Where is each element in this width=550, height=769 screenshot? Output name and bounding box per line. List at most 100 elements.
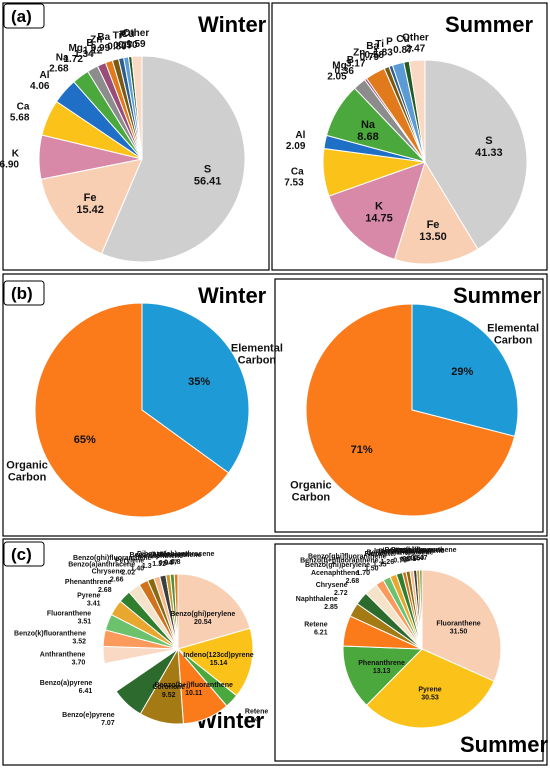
pie-c-summer (342, 569, 502, 729)
slice-label-anthracene: Anthracene 0.65 (394, 547, 433, 562)
panel-c-summer-inner-frame (274, 543, 544, 762)
slice-fe (393, 160, 479, 265)
panel-a-letter-box (3, 3, 45, 29)
slice-label-ba: Ba 0.99 (91, 32, 111, 54)
panel-c-letter-box (3, 541, 45, 567)
slice-label-na: Na 2.68 (49, 52, 69, 74)
slice-phenanthrene (342, 645, 424, 706)
slice-label-b: B 0.36 (335, 55, 355, 77)
slice-label-ca: Ca 7.53 (284, 167, 304, 189)
slice-label-p: P 1.83 (373, 36, 393, 58)
slice-s (100, 55, 246, 263)
slice-label-benzo-a-pyrene: Benzo(a)pyrene 0.60 (391, 547, 444, 562)
slice-label-k: K 6.90 (0, 149, 20, 171)
slice-benzo-ghi-perylene (177, 573, 251, 650)
slice-label-benzo-k-fluoranthene: Benzo(k)fluoranthene 3.52 (14, 630, 86, 645)
panel-a-letter: (a) (11, 7, 32, 26)
panel-b-letter-box (3, 280, 45, 306)
pct-label-organic-carbon: 65% (74, 434, 96, 446)
slice-label-indeno-123cd-pyrene: Indeno(123cd)pyrene 15.14 (183, 652, 254, 667)
slice-label-benzo-ghi-fluoranthene: Benzo[ghi]fluoranthene 1.35 (308, 554, 387, 569)
pct-label-elemental-carbon: 29% (451, 366, 473, 378)
panel-a-winter-title: Winter (198, 12, 267, 37)
slice-label-ti: Ti 0.80 (107, 31, 127, 53)
slice-label-al: Al 2.09 (286, 130, 306, 152)
slice-label-phenanthrene: Phenanthrene 2.68 (65, 579, 112, 594)
pie-a-winter (38, 55, 246, 263)
slice-label-indeno-123cd-pyrene: Indeno(123cd)pyrene 0.71 (374, 548, 445, 563)
slice-organic-carbon (305, 303, 516, 517)
slice-label-other: Other 2.47 (402, 32, 429, 54)
slice-label-chrysene: Chrysene 2.72 (316, 582, 348, 597)
slice-label-s: S 41.33 (475, 135, 503, 159)
panel-b-summer-title: Summer (453, 283, 541, 308)
slice-other (131, 55, 143, 160)
slice-label-cu: Cu 0.50 (118, 29, 138, 51)
slice-label-perylene: Perylene 1.40 (115, 557, 144, 572)
slice-label-b: B 1.34 (74, 38, 94, 60)
slice-label-fluoranthene: Fluoranthene 31.50 (436, 620, 480, 635)
slice-label-zn: Zn 1.12 (83, 35, 103, 57)
slice-label-benzo-e-pyrene: Benzo(e)pyrene 7.07 (62, 712, 115, 727)
slice-label-pyrene: Pyrene 3.41 (77, 593, 100, 608)
slice-label-anthranthene: Anthranthene 3.70 (40, 652, 86, 667)
slice-label-cu: Cu 0.87 (393, 34, 413, 56)
slice-label-acenaphthene: Acenaphthene 1.31 (135, 553, 183, 568)
slice-pyrene (365, 648, 495, 729)
slice-label-fluorene: Fluorene 1.26 (365, 551, 395, 566)
slice-label-dibenzo-ah-anthracene: Dibenzo(ah)anthracene 0.8 (137, 551, 215, 566)
slice-k (328, 161, 426, 260)
slice-label-benzo-b-j-fluoranthene: Benzo(b+j)fluoranthene 1.50 (300, 557, 378, 572)
slice-label-benzo-a-anthracene: Benzo(a)anthracene 0.76 (367, 550, 434, 565)
pct-label-elemental-carbon: 35% (188, 376, 210, 388)
slice-label-benzo-e-pyrene: Benzo(e)pyrene 0.8 (378, 549, 431, 564)
slice-s (424, 59, 528, 250)
category-label-organic-carbon: Organic Carbon (6, 460, 48, 484)
slice-label-chrysene: Chrysene 2.66 (92, 569, 124, 584)
category-label-elemental-carbon: Elemental Carbon (487, 323, 539, 347)
panel-c-letter: (c) (11, 545, 32, 564)
panel-b-winter-title: Winter (198, 283, 267, 308)
slice-label-benzo-a-pyrene: Benzo(a)pyrene 6.41 (40, 680, 93, 695)
panel-a-summer-frame (271, 2, 548, 271)
slice-benzo-k-fluoranthene (419, 569, 423, 650)
slice-fluoranthene (421, 569, 502, 682)
slice-label-phenanthrene: Phenanthrene 13.13 (358, 660, 405, 675)
slice-label-na: Na 8.68 (357, 119, 378, 143)
slice-label-other: Other 1.59 (123, 28, 150, 50)
panel-b-letter: (b) (11, 284, 33, 303)
slice-label-benzo-k-fluoranthene: Benzo(k)fluoranthene 0.47 (385, 547, 457, 562)
slice-label-benzo-a-fluoranthene: Benzo(a)fluoranthene 0.94 (130, 552, 202, 567)
slice-elemental-carbon (141, 302, 250, 474)
slice-label-benzo-a-anthracene: Benzo(a)anthracene 2.02 (68, 562, 135, 577)
slice-label-k: K 14.75 (365, 201, 393, 225)
slice-label-benzo-ghi-fluoranthene: Benzo(ghi)fluoranthene 1.3 (73, 555, 152, 570)
slice-label-p: P 0.77 (113, 30, 133, 52)
slice-label-fluoranthene: Fluoranthene 3.51 (47, 611, 91, 626)
slice-label-pyrene: Pyrene 30.53 (418, 687, 441, 702)
pie-b-winter (34, 302, 250, 518)
panel-b-summer-inner-frame (274, 278, 544, 533)
slice-label-ca: Ca 5.68 (10, 102, 30, 124)
panel-b-frame (2, 273, 548, 537)
pie-c-winter (102, 573, 254, 725)
slice-label-naphthalene: Naphthalene 2.85 (296, 596, 338, 611)
slice-elemental-carbon (411, 303, 519, 437)
pie-a-summer (322, 59, 528, 265)
slice-label-coronene: Coronene 9.52 (152, 684, 185, 699)
slice-dibenzo-ah-anthracene (173, 573, 179, 650)
slice-label-s: S 56.41 (194, 163, 222, 187)
category-label-organic-carbon: Organic Carbon (290, 480, 332, 504)
slice-label-fe: Fe 15.42 (76, 192, 104, 216)
slice-fe (40, 158, 143, 255)
slice-label-benzo-b-j-fluoranthene: Benzo(b+j)fluoranthene 10.11 (155, 682, 233, 697)
slice-label-zn: Zn 3.17 (346, 48, 366, 70)
pct-label-organic-carbon: 71% (351, 444, 373, 456)
slice-label-benzo-ghi-perylene: Benzo(ghi)perylene 1.70 (305, 562, 370, 577)
slice-label-ti: Ti 0.58 (365, 39, 385, 61)
panel-a-winter-frame (2, 2, 270, 271)
category-label-elemental-carbon: Elemental Carbon (231, 342, 283, 366)
slice-organic-carbon (34, 302, 230, 518)
slice-label-anthracene: Anthracene 0.87 (152, 551, 191, 566)
